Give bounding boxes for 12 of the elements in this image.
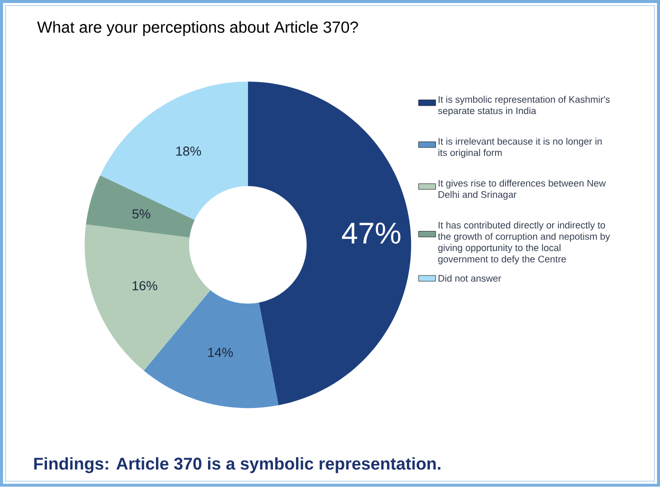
chart-title: What are your perceptions about Article 370? <box>37 21 358 36</box>
legend-label: It is irrelevant because it is no longer in its original form <box>438 138 602 158</box>
legend-label: It is symbolic representation of Kashmir's separate status in India <box>438 96 610 116</box>
legend-label: It has contributed directly or indirectly to the growth of corruption and nepotism by giving opportunity to the local government to defy the Centre <box>438 222 610 264</box>
legend-label: Did not answer <box>438 274 502 282</box>
data-label: 47% <box>342 222 400 244</box>
data-label: 14% <box>208 348 233 358</box>
legend-label: It gives rise to differences between New Delhi and Srinagar <box>438 180 606 200</box>
data-label: 16% <box>132 281 158 290</box>
text: Findings: Article 370 is a symbolic representation. <box>34 457 440 474</box>
data-label: 5% <box>132 209 150 219</box>
data-label: 18% <box>176 146 201 156</box>
